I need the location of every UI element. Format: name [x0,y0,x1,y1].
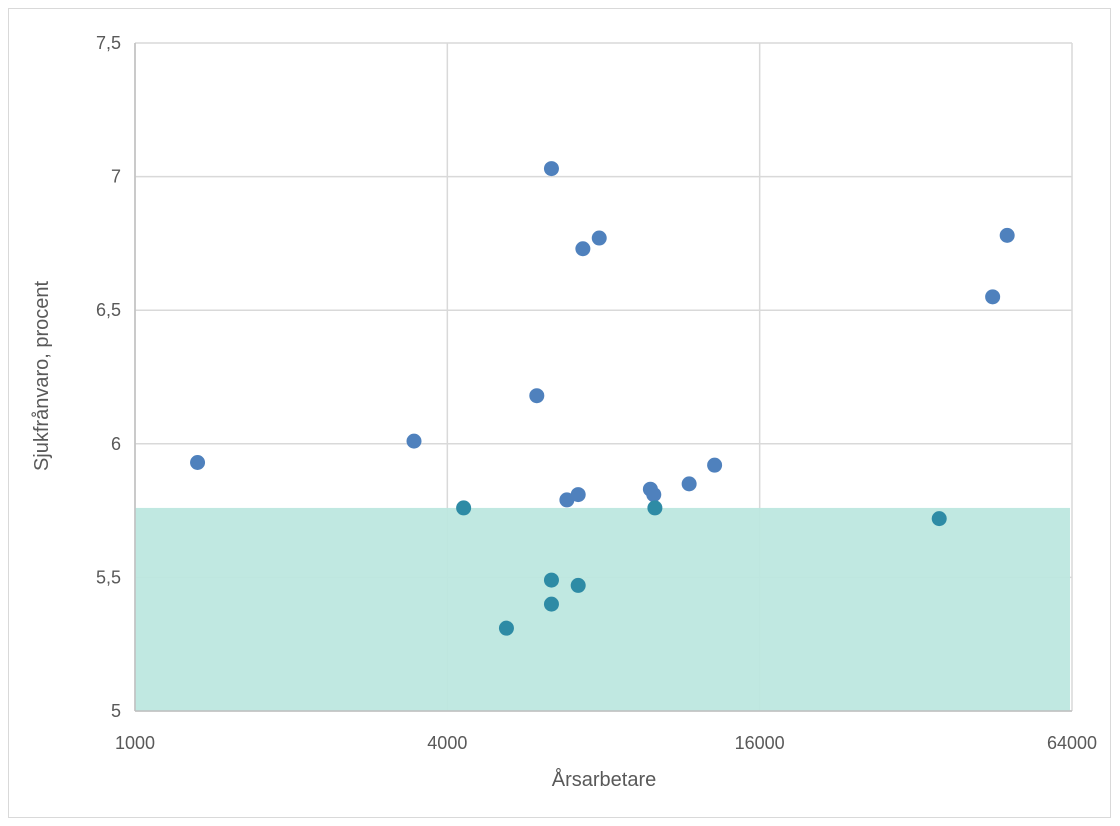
y-tick-label: 6,5 [96,300,121,320]
data-point [456,500,472,516]
data-point [559,492,575,508]
data-point [190,455,206,471]
data-point [681,476,697,492]
data-point [707,457,723,473]
data-point [575,241,591,257]
y-tick-label: 7 [111,167,121,187]
y-tick-label: 7,5 [96,33,121,53]
x-tick-label: 4000 [427,733,467,753]
data-point [985,289,1001,305]
data-point [931,511,947,527]
axis-layer [134,43,1072,712]
x-tick-label: 16000 [735,733,785,753]
data-point [543,572,559,588]
x-tick-label: 64000 [1047,733,1097,753]
points-layer [190,161,1015,636]
data-point [543,161,559,177]
y-axis-title: Sjukfrånvaro, procent [31,281,53,472]
y-tick-label: 5 [111,701,121,721]
data-point [529,388,545,404]
shaded-band [135,507,1070,711]
data-point [647,500,663,516]
data-point [570,577,586,593]
data-point [498,620,514,636]
data-point [570,487,586,503]
x-tick-label: 1000 [115,733,155,753]
x-axis-title: Årsarbetare [552,768,657,791]
data-point [406,433,422,449]
data-point [999,227,1015,243]
tick-label-layer: 5 5,5 6 6,5 7 7,5 1000 4000 16000 64000 [96,33,1097,753]
data-point [591,230,607,246]
data-point [543,596,559,612]
y-tick-label: 6 [111,434,121,454]
data-point [646,487,662,503]
y-tick-label: 5,5 [96,567,121,587]
